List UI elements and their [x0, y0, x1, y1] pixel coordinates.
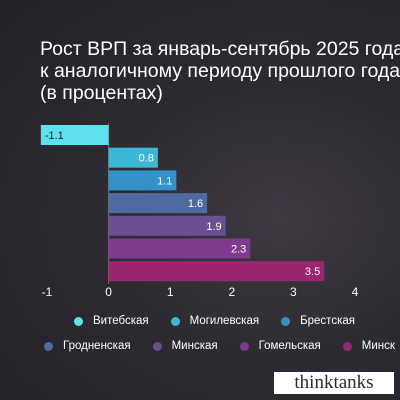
- legend-label: Минск: [361, 340, 395, 352]
- legend-label: Минская: [171, 340, 218, 352]
- bar-value-label-4: 1.6: [188, 198, 203, 210]
- legend-item-5: Минская: [152, 340, 218, 352]
- legend-label: Гомельская: [258, 340, 321, 352]
- legend-swatch: [44, 341, 53, 351]
- legend-item-7: Минск: [342, 340, 395, 352]
- bar-2: [108, 147, 158, 168]
- bar-7: [108, 261, 325, 282]
- x-tick-label: 2: [228, 285, 235, 299]
- legend-swatch: [239, 341, 249, 351]
- x-tick-label: 1: [167, 285, 174, 299]
- legend-row-1: Витебская Могилевская Брестская: [74, 315, 377, 327]
- legend-item-2: Могилевская: [170, 315, 260, 327]
- x-tick-label: 4: [352, 285, 359, 299]
- brand-logo: thinktanks: [274, 372, 394, 394]
- legend-swatch: [74, 316, 83, 326]
- title-line-1: Рост ВРП за январь-сентябрь 2025 года: [40, 38, 400, 60]
- bar-value-label-2: 0.8: [139, 153, 154, 165]
- title-line-3: (в процентах): [40, 82, 163, 104]
- chart-title: Рост ВРП за январь-сентябрь 2025 года к …: [40, 38, 400, 104]
- bar-value-label-6: 2.3: [231, 244, 246, 256]
- x-tick-label: 3: [290, 285, 297, 299]
- legend-row-2: Гродненская Минская Гомельская Минск: [44, 340, 400, 352]
- bar-1: [40, 125, 109, 145]
- bar-4: [108, 193, 208, 214]
- legend-swatch: [152, 341, 162, 351]
- legend-item-3: Брестская: [281, 315, 355, 327]
- title-line-2: к аналогичному периоду прошлого года: [40, 60, 400, 82]
- bar-value-label-1: -1.1: [45, 130, 64, 142]
- legend-item-6: Гомельская: [239, 340, 321, 352]
- bar-5: [108, 215, 226, 236]
- bar-value-label-3: 1.1: [157, 175, 172, 187]
- bar-3: [108, 170, 177, 191]
- legend-label: Витебская: [93, 315, 149, 327]
- bar-value-label-7: 3.5: [305, 266, 320, 278]
- legend-label: Могилевская: [189, 315, 260, 327]
- x-tick-label: -1: [42, 285, 53, 299]
- legend-swatch: [342, 341, 352, 351]
- x-tick-label: 0: [105, 285, 112, 299]
- legend-item-1: Витебская: [74, 315, 149, 327]
- bar-value-label-5: 1.9: [206, 221, 221, 233]
- legend-label: Брестская: [300, 315, 355, 327]
- legend-swatch: [170, 316, 180, 326]
- legend-swatch: [281, 316, 291, 326]
- bar-6: [108, 238, 251, 259]
- legend-item-4: Гродненская: [44, 340, 131, 352]
- legend-label: Гродненская: [63, 340, 131, 352]
